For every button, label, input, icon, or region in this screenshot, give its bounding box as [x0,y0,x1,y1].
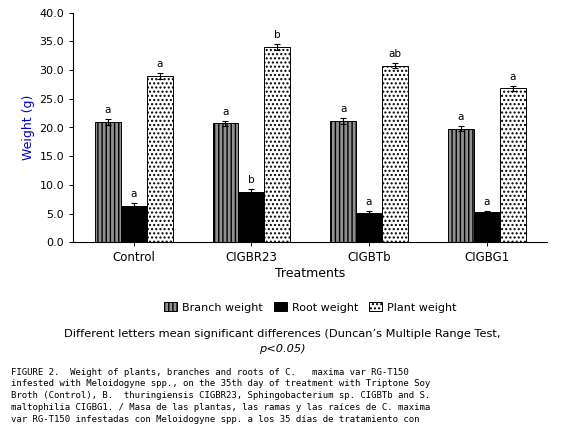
Text: a: a [222,107,228,117]
Bar [500,88,526,242]
Text: a: a [483,197,490,207]
Text: FIGURE 2.  Weight of plants, branches and roots of C.   maxima var RG-T150
infes: FIGURE 2. Weight of plants, branches and… [11,368,430,425]
Text: a: a [340,104,346,114]
Bar [95,122,121,242]
Bar [356,213,382,242]
Bar [239,192,265,242]
Bar [213,124,239,242]
Text: a: a [156,59,163,69]
Text: a: a [130,189,137,199]
Text: a: a [509,72,516,82]
Text: b: b [248,175,255,185]
Bar [474,212,500,242]
Legend: Branch weight, Root weight, Plant weight: Branch weight, Root weight, Plant weight [160,298,461,317]
X-axis label: Treatments: Treatments [275,267,345,280]
Text: a: a [104,105,111,115]
Bar [265,47,290,242]
Text: ab: ab [389,48,402,59]
Text: p<0.05): p<0.05) [259,344,305,354]
Text: a: a [366,197,372,207]
Bar [147,76,173,242]
Bar [382,65,408,242]
Bar [330,121,356,242]
Y-axis label: Weight (g): Weight (g) [23,95,36,160]
Bar [121,206,147,242]
Text: b: b [274,30,280,40]
Text: Different letters mean significant differences (Duncan’s Multiple Range Test,: Different letters mean significant diffe… [64,329,500,339]
Bar [448,129,474,242]
Text: a: a [457,112,464,122]
